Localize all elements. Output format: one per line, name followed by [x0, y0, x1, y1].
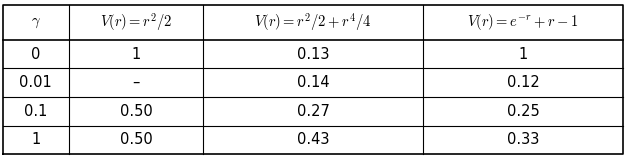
Text: 0.01: 0.01 [19, 75, 52, 90]
Text: 0.50: 0.50 [119, 104, 152, 119]
Text: $V(r)=r^2/2$: $V(r)=r^2/2$ [100, 11, 172, 33]
Text: $V(r)=r^2/2+r^4/4$: $V(r)=r^2/2+r^4/4$ [254, 11, 372, 33]
Text: 0.43: 0.43 [297, 132, 329, 147]
Text: 0.25: 0.25 [507, 104, 539, 119]
Text: 0.13: 0.13 [297, 47, 329, 62]
Text: $\gamma$: $\gamma$ [31, 15, 41, 30]
Text: 0.50: 0.50 [119, 132, 152, 147]
Text: 0.27: 0.27 [297, 104, 329, 119]
Text: 1: 1 [131, 47, 141, 62]
Text: 0.1: 0.1 [24, 104, 48, 119]
Text: 1: 1 [518, 47, 528, 62]
Text: $V(r)=e^{-r}+r-1$: $V(r)=e^{-r}+r-1$ [467, 12, 579, 32]
Text: 0: 0 [31, 47, 41, 62]
Text: 1: 1 [31, 132, 41, 147]
Text: –: – [132, 75, 139, 90]
Text: 0.33: 0.33 [507, 132, 539, 147]
Text: 0.12: 0.12 [507, 75, 539, 90]
Text: 0.14: 0.14 [297, 75, 329, 90]
